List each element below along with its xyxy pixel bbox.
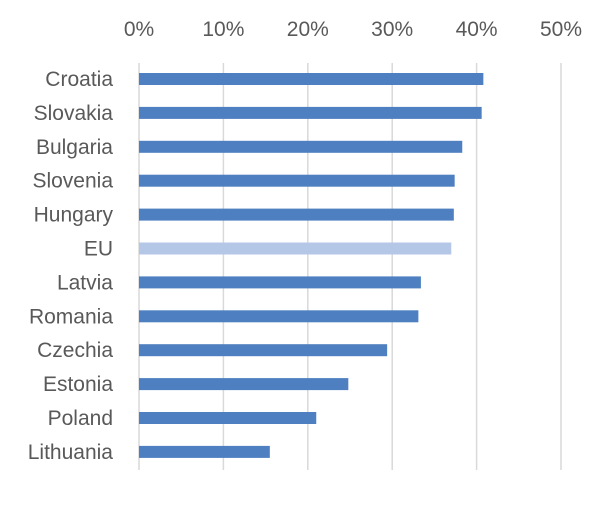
category-label: Croatia	[45, 68, 113, 91]
category-label: Lithuania	[28, 441, 114, 464]
bar-slovenia	[139, 174, 455, 187]
category-labels: Croatia Slovakia Bulgaria Slovenia Hungary EU…	[28, 68, 114, 464]
category-label: Slovenia	[32, 170, 113, 193]
x-tick-label: 10%	[202, 18, 244, 41]
x-tick-label: 50%	[540, 18, 582, 41]
bar-latvia	[139, 276, 421, 289]
category-label: Estonia	[43, 373, 113, 396]
x-tick-label: 40%	[456, 18, 498, 41]
category-label: Poland	[48, 407, 113, 430]
bar-eu	[139, 242, 452, 255]
bar-slovakia	[139, 106, 482, 119]
x-tick-label: 30%	[371, 18, 413, 41]
bar-estonia	[139, 378, 349, 391]
bar-czechia	[139, 344, 388, 357]
bar-croatia	[139, 73, 484, 85]
bar-lithuania	[139, 445, 270, 458]
category-label: Czechia	[37, 339, 113, 362]
bar-romania	[139, 310, 419, 323]
x-axis-ticks: 0% 10% 20% 30% 40% 50%	[124, 18, 582, 41]
gridlines	[138, 63, 562, 470]
bar-poland	[139, 412, 317, 424]
x-tick-label: 20%	[287, 18, 329, 41]
category-label: Slovakia	[34, 102, 114, 125]
category-label: EU	[84, 238, 113, 261]
category-label: Romania	[29, 305, 113, 328]
x-tick-label: 0%	[124, 18, 154, 41]
category-label: Hungary	[34, 204, 114, 227]
category-label: Latvia	[57, 271, 113, 294]
bar-hungary	[139, 208, 454, 221]
bar-bulgaria	[139, 140, 463, 153]
category-label: Bulgaria	[36, 136, 113, 159]
bars	[139, 73, 484, 458]
